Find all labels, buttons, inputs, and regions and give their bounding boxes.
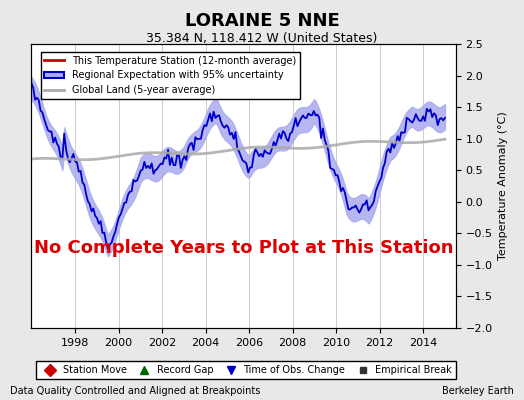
Text: Berkeley Earth: Berkeley Earth [442,386,514,396]
Legend: Station Move, Record Gap, Time of Obs. Change, Empirical Break: Station Move, Record Gap, Time of Obs. C… [36,361,456,379]
Text: No Complete Years to Plot at This Station: No Complete Years to Plot at This Statio… [34,240,453,258]
Text: 35.384 N, 118.412 W (United States): 35.384 N, 118.412 W (United States) [146,32,378,45]
Text: LORAINE 5 NNE: LORAINE 5 NNE [184,12,340,30]
Text: Data Quality Controlled and Aligned at Breakpoints: Data Quality Controlled and Aligned at B… [10,386,261,396]
Y-axis label: Temperature Anomaly (°C): Temperature Anomaly (°C) [498,112,508,260]
